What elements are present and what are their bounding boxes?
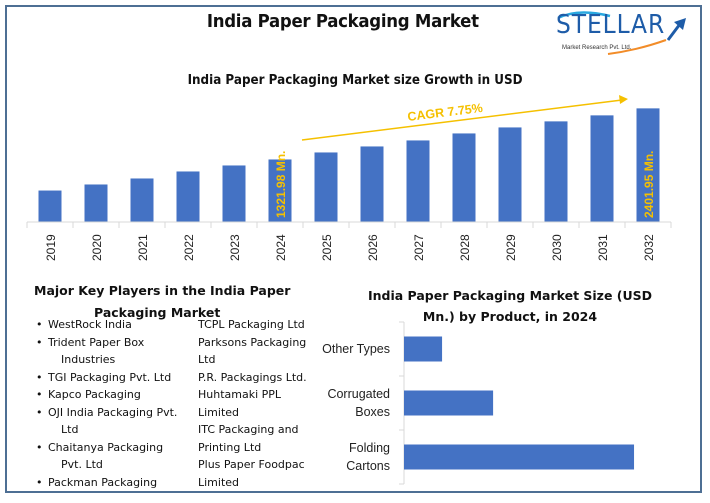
x-tick-label: 2019 [44, 234, 58, 261]
bar-2029 [498, 127, 522, 222]
x-tick-label: 2028 [458, 234, 472, 261]
x-tick-label: 2032 [642, 234, 656, 261]
arrow-head-icon [619, 95, 628, 104]
logo-name: STELLAR [556, 10, 666, 40]
bar-2023 [222, 165, 246, 222]
key-player-item: Kapco Packaging [36, 386, 196, 404]
key-player-line: P.R. Packagings Ltd. [198, 370, 307, 384]
bar-2025 [314, 152, 338, 222]
bar-2026 [360, 146, 384, 222]
key-player-line: Printing Ltd [198, 440, 262, 454]
bar-2030 [544, 121, 568, 222]
key-player-line: Limited [198, 405, 240, 419]
key-player-item-continued: Pvt. Ltd [61, 458, 103, 471]
x-tick-label: 2031 [596, 234, 610, 261]
key-player-item: Packman Packaging [36, 474, 196, 492]
x-tick-label: 2027 [412, 234, 426, 261]
page-title: India Paper Packaging Market [207, 11, 479, 32]
bar-2028 [452, 133, 476, 222]
logo-subtitle: Market Research Pvt. Ltd. [562, 45, 632, 51]
x-tick-label: 2022 [182, 234, 196, 261]
bar-2031 [590, 115, 614, 222]
x-tick-label: 2026 [366, 234, 380, 261]
x-tick-label: 2021 [136, 234, 150, 261]
bar-2019 [38, 190, 62, 222]
key-player-item: Chaitanya Packaging [36, 439, 196, 457]
key-player-line: Huhtamaki PPL [198, 388, 282, 401]
bar-2024 [268, 159, 292, 222]
x-tick-label: 2024 [274, 234, 288, 261]
key-player-item: TGI Packaging Pvt. Ltd [36, 369, 196, 387]
stellar-logo: STELLAR Market Research Pvt. Ltd. [548, 10, 698, 58]
x-tick-label: 2029 [504, 234, 518, 261]
key-player-line: Plus Paper Foodpac [198, 458, 305, 471]
data-label-2032: 2401.95 Mn. [642, 151, 656, 218]
bar-2027 [406, 140, 430, 222]
x-tick-label: 2023 [228, 234, 242, 261]
key-players-column-1: WestRock IndiaTrident Paper BoxIndustrie… [36, 316, 196, 491]
key-players-title-line1: Major Key Players in the India Paper [34, 283, 291, 298]
cagr-arrow-line [301, 99, 623, 141]
key-player-item: Trident Paper Box [36, 334, 196, 352]
product-chart-title: India Paper Packaging Market Size (USD M… [367, 288, 653, 324]
key-player-line: Limited [198, 475, 240, 489]
growth-chart-title: India Paper Packaging Market size Growth… [187, 73, 523, 88]
bar-2021 [130, 178, 154, 222]
infographic-frame [5, 5, 702, 493]
key-player-line: Ltd [198, 353, 216, 366]
key-player-item-continued: Ltd [61, 423, 79, 436]
key-player-item: OJI India Packaging Pvt. [36, 404, 196, 422]
cagr-label: CAGR 7.75% [407, 101, 484, 124]
key-player-line: Parksons Packaging [198, 335, 307, 349]
key-player-line: TCPL Packaging Ltd [198, 318, 305, 331]
data-label-2024: 1321.98 Mn. [274, 151, 288, 218]
bar-2020 [84, 184, 108, 222]
x-tick-label: 2025 [320, 234, 334, 261]
growth-chart: 2019 2020 2021 2022 2023 2024 2025 2026 2027 2028… [26, 95, 672, 261]
logo-swoosh-icon [557, 11, 686, 55]
x-tick-label: 2020 [90, 234, 104, 261]
bar-2022 [176, 171, 200, 222]
x-tick-label: 2030 [550, 234, 564, 261]
key-player-line: ITC Packaging and [198, 423, 299, 436]
bar-2032 [636, 108, 660, 222]
key-player-item: WestRock India [36, 316, 196, 334]
key-player-item-continued: Industries [61, 353, 116, 366]
key-players-column-2: TCPL Packaging Ltd Parksons Packaging Ltd P… [198, 316, 313, 491]
